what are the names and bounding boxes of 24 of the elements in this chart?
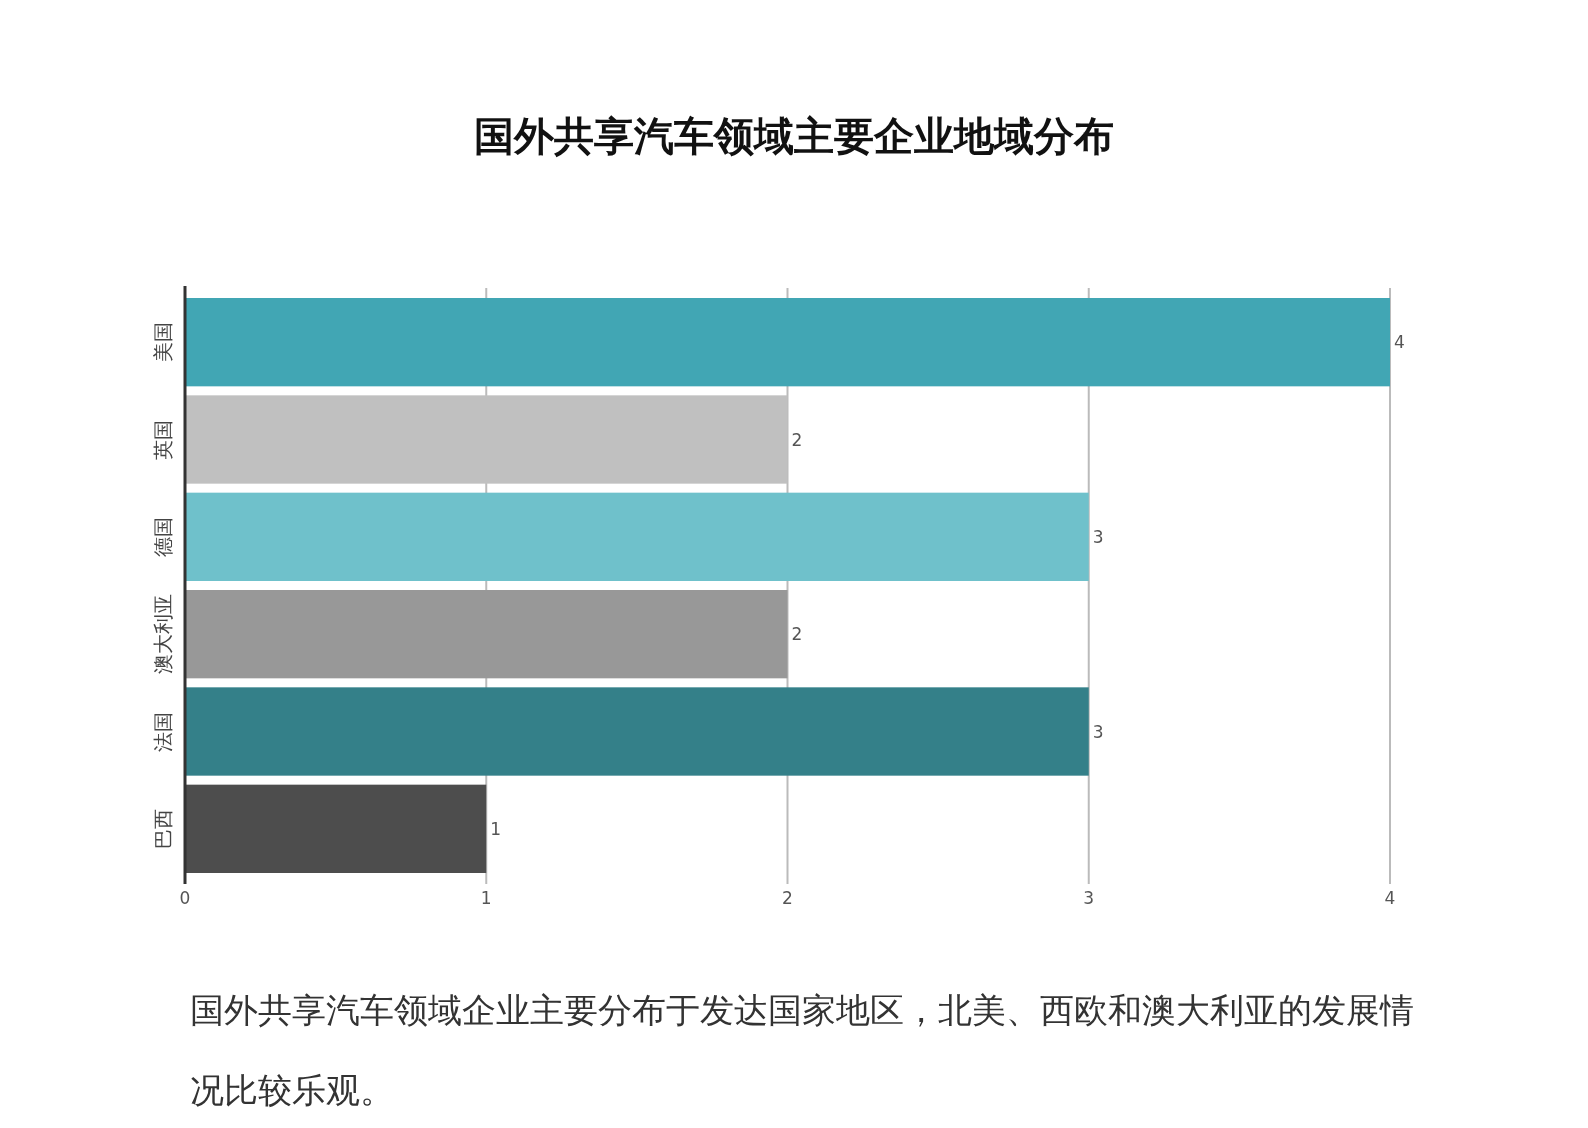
- data-label: 2: [791, 429, 803, 450]
- bar: [185, 784, 487, 873]
- x-tick-label: 4: [1384, 888, 1396, 908]
- data-label: 3: [1092, 721, 1104, 742]
- y-tick-label: 巴西: [151, 808, 175, 849]
- data-label: 2: [791, 624, 803, 645]
- data-label: 4: [1394, 332, 1405, 353]
- x-tick-label: 0: [179, 888, 191, 908]
- x-tick-label: 3: [1083, 888, 1095, 908]
- data-label: 1: [490, 818, 502, 839]
- y-tick-label: 英国: [151, 419, 175, 460]
- x-tick-label: 2: [782, 888, 793, 908]
- text: 国外共享汽车领域企业主要分布于发达国家地区，北美、西欧和澳大利亚的发展情况比较乐观。: [190, 989, 1415, 1112]
- y-tick-label: 澳大利亚: [151, 594, 175, 675]
- bar: [185, 687, 1089, 776]
- x-tick-label: 1: [480, 888, 492, 908]
- bar: [185, 492, 1089, 581]
- data-label: 3: [1092, 526, 1104, 547]
- chart-title: 国外共享汽车领域主要企业地域分布: [474, 113, 1114, 159]
- bar: [185, 298, 1390, 387]
- y-tick-label: 德国: [151, 516, 175, 557]
- y-tick-label: 法国: [151, 711, 175, 752]
- y-tick-label: 美国: [151, 322, 175, 363]
- bar: [185, 590, 788, 679]
